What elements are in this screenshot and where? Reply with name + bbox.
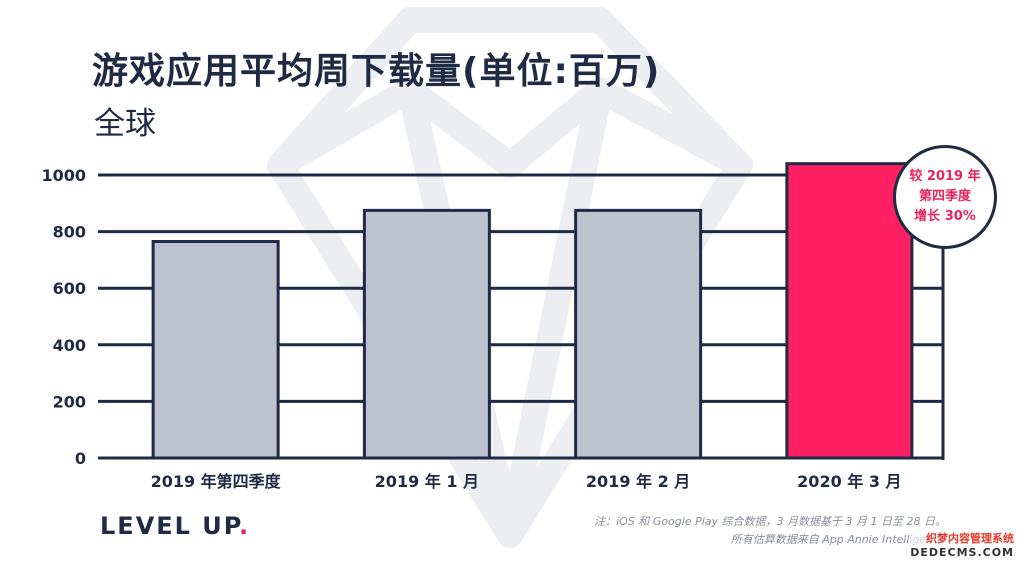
badge-line-1: 较 2019 年: [909, 169, 981, 184]
y-tick-label: 400: [53, 336, 86, 355]
bar: [362, 208, 491, 460]
bar: [151, 240, 280, 460]
logo-text: LEVEL UP: [100, 512, 239, 540]
highlight-bar: [785, 162, 914, 460]
note-line-1: 注：iOS 和 Google Play 综合数据，3 月数据基于 3 月 1 日…: [594, 515, 946, 528]
source-note: 注：iOS 和 Google Play 综合数据，3 月数据基于 3 月 1 日…: [446, 513, 946, 549]
badge-line-3: 增长 30%: [914, 209, 976, 224]
growth-badge: 较 2019 年 第四季度 增长 30%: [893, 145, 997, 249]
y-tick-label: 0: [75, 449, 86, 468]
x-category-label: 2019 年 2 月: [586, 472, 690, 491]
y-tick-label: 800: [53, 223, 86, 242]
note-line-2: 所有估算数据来自 App Annie Intelligence: [730, 533, 946, 546]
badge-line-2: 第四季度: [918, 189, 971, 204]
site-watermark-en: DEDECMS.COM: [910, 546, 1014, 559]
y-tick-label: 600: [53, 279, 86, 298]
site-watermark: 织梦内容管理系统 DEDECMS.COM: [910, 532, 1014, 560]
x-category-label: 2019 年第四季度: [151, 472, 282, 491]
y-tick-label: 200: [53, 392, 86, 411]
x-category-label: 2019 年 1 月: [375, 472, 479, 491]
chart-title: 游戏应用平均周下载量(单位:百万): [92, 51, 661, 92]
bar: [574, 208, 703, 460]
logo-dot: .: [238, 512, 251, 540]
level-up-logo: LEVEL UP.: [100, 512, 250, 540]
chart-subtitle: 全球: [94, 106, 156, 142]
y-tick-label: 1000: [41, 166, 86, 185]
x-category-label: 2020 年 3 月: [797, 472, 901, 491]
site-watermark-cn: 织梦内容管理系统: [926, 532, 1014, 545]
